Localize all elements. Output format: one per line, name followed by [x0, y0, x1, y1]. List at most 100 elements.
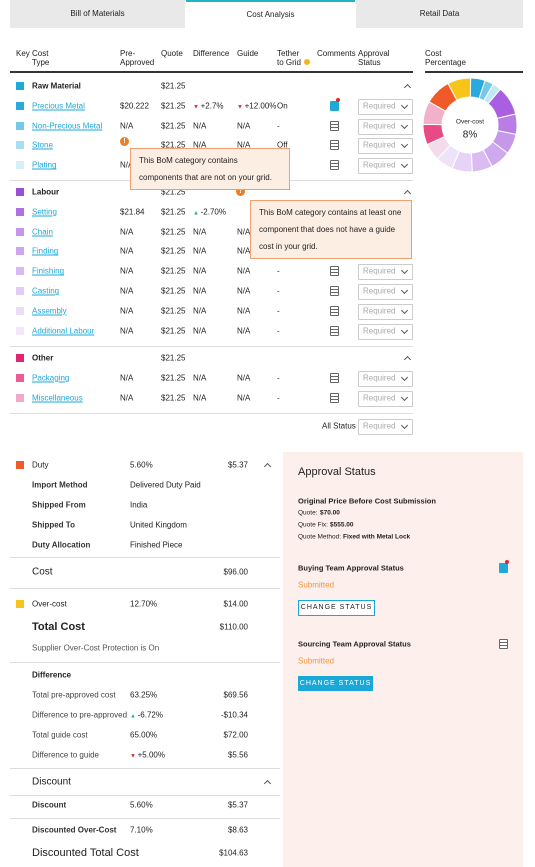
chevron[interactable] — [403, 355, 412, 364]
status-select[interactable] — [358, 390, 413, 407]
key-swatch — [16, 354, 24, 362]
cost-amount: $96.00 — [223, 567, 248, 577]
detail-value: Delivered Duty Paid — [130, 480, 201, 490]
change-status-button[interactable]: CHANGE STATUS — [298, 600, 375, 616]
cost-type-link[interactable]: Non-Precious Metal — [32, 121, 103, 131]
discount-label: Discount — [32, 800, 67, 810]
quote-label: Quote: — [298, 509, 318, 517]
cost-type-link[interactable]: Setting — [32, 207, 57, 217]
donut-segment — [428, 82, 458, 112]
guide-cell: N/A — [237, 306, 251, 316]
discount-amount: $5.37 — [227, 800, 248, 810]
key-swatch — [16, 287, 24, 295]
chevron[interactable] — [403, 189, 412, 198]
status-select-value: Required — [363, 393, 396, 403]
status-select[interactable] — [358, 323, 413, 340]
difference-pct: 63.25% — [130, 690, 158, 700]
cost-type-link[interactable]: Precious Metal — [32, 101, 85, 111]
pre-cell: N/A — [120, 306, 134, 316]
quote-cell: $21.25 — [161, 140, 186, 150]
comment-icon[interactable] — [330, 266, 339, 277]
duty-pct: 5.60% — [130, 460, 153, 470]
key-swatch — [16, 101, 24, 110]
comment-icon[interactable] — [330, 305, 339, 316]
column-header: Pre-Approved — [120, 49, 155, 67]
quote-cell: $21.25 — [161, 306, 186, 316]
pre-cell: $20.222 — [120, 101, 149, 111]
status-select[interactable] — [358, 264, 413, 281]
comment-icon[interactable] — [330, 286, 339, 296]
diff-cell: N/A — [193, 266, 207, 276]
detail-label: Import Method — [32, 480, 88, 490]
duty-amount: $5.37 — [227, 460, 248, 470]
quote-label: Quote Method: — [298, 533, 341, 541]
status-select[interactable] — [358, 158, 413, 175]
change-status-button[interactable]: CHANGE STATUS — [298, 676, 373, 691]
group-name: Labour — [32, 187, 60, 197]
status-select-value: Required — [363, 160, 396, 170]
cost-type-link[interactable]: Packaging — [32, 373, 70, 383]
comment-icon[interactable] — [330, 120, 339, 131]
tab[interactable]: Cost Analysis — [186, 0, 355, 28]
cost-type-link[interactable]: Plating — [32, 160, 57, 170]
status-select[interactable] — [358, 98, 413, 115]
donut-value: 8% — [462, 129, 478, 141]
comment-icon[interactable] — [330, 392, 339, 403]
diff-cell: +2.7% — [193, 101, 224, 110]
comment-icon[interactable] — [330, 100, 339, 111]
tether-cell: - — [277, 286, 280, 296]
cost-type-link[interactable]: Chain — [32, 227, 53, 237]
cost-type-link[interactable]: Casting — [32, 286, 60, 296]
comment-icon[interactable] — [330, 372, 339, 383]
guide-cell: N/A — [237, 246, 251, 256]
status-select[interactable] — [358, 138, 413, 155]
original-title: Original Price Before Cost Submission — [298, 496, 436, 506]
cost-type-link[interactable]: Finding — [32, 246, 59, 256]
quote-cell: $21.25 — [161, 227, 186, 237]
status-select[interactable] — [358, 284, 413, 300]
approval-title: Approval Status — [298, 466, 376, 478]
column-header: Guide — [237, 49, 259, 58]
status-select[interactable] — [358, 118, 413, 135]
cost-type-link[interactable]: Stone — [32, 140, 53, 150]
cost-type-link[interactable]: Finishing — [32, 266, 65, 276]
pre-cell: $21.84 — [120, 207, 145, 217]
comment-icon[interactable] — [330, 160, 339, 171]
total-cost-amount: $110.00 — [219, 622, 248, 632]
guide-cell: N/A — [237, 227, 251, 237]
cost-type-link[interactable]: Additional Labour — [32, 326, 95, 336]
guide-cell: +12.00% — [237, 101, 277, 110]
comment-icon[interactable] — [330, 140, 339, 151]
difference-amount: $72.00 — [223, 730, 248, 740]
diff-cell: N/A — [193, 393, 207, 403]
divider — [10, 413, 413, 414]
status-select[interactable] — [358, 370, 413, 387]
key-swatch — [16, 227, 24, 236]
key-swatch — [16, 306, 24, 315]
comment-icon[interactable] — [499, 563, 508, 573]
chevron[interactable] — [263, 779, 272, 788]
status-select[interactable] — [358, 303, 413, 320]
column-header: Quote — [161, 49, 183, 58]
cost-type-link[interactable]: Miscellaneous — [32, 393, 83, 403]
divider — [10, 71, 413, 73]
chevron[interactable] — [403, 83, 412, 92]
comment-icon[interactable] — [330, 325, 339, 336]
status-select[interactable] — [358, 419, 413, 435]
column-header: Cost Type — [32, 49, 50, 67]
difference-label: Total guide cost — [32, 730, 88, 740]
diff-cell: N/A — [193, 121, 207, 131]
status-select-value: Required — [363, 373, 396, 383]
quote-cell: $21.25 — [161, 246, 186, 256]
team-title: Buying Team Approval Status — [298, 563, 404, 573]
tether-cell: - — [277, 373, 280, 383]
comment-icon[interactable] — [499, 639, 508, 649]
chevron[interactable] — [263, 462, 272, 471]
cost-type-link[interactable]: Assembly — [32, 306, 67, 316]
team-title: Sourcing Team Approval Status — [298, 639, 411, 649]
status-select-value: Required — [363, 306, 396, 316]
tab[interactable]: Bill of Materials — [10, 0, 185, 28]
column-header: Key — [16, 49, 30, 58]
tab[interactable]: Retail Data — [356, 0, 523, 28]
